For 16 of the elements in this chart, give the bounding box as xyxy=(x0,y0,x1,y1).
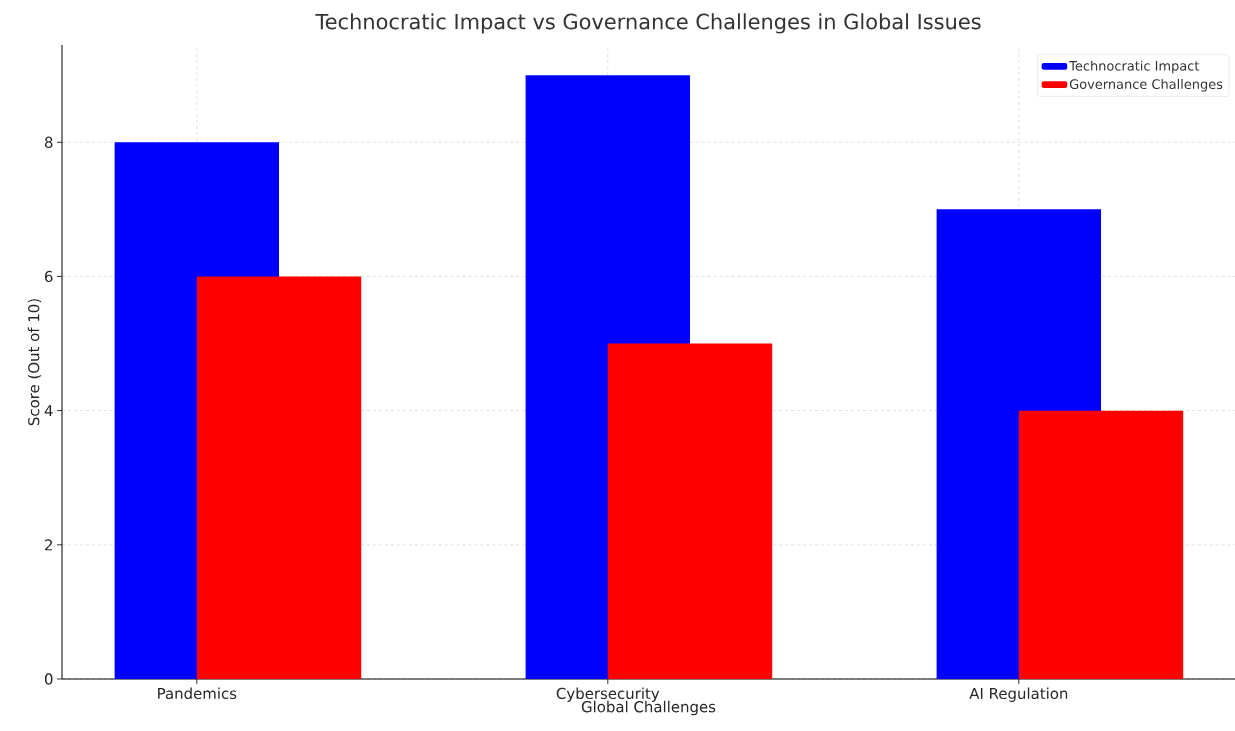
x-tick-label: Cybersecurity xyxy=(556,687,660,702)
y-tick-label: 0 xyxy=(44,673,53,685)
bar xyxy=(607,343,773,679)
legend-label: Technocratic Impact xyxy=(1069,60,1200,74)
bar xyxy=(196,276,362,679)
y-tick-label: 6 xyxy=(45,270,53,283)
y-tick-label: 8 xyxy=(44,136,53,148)
x-axis-title: Global Challenges xyxy=(581,700,716,716)
bar xyxy=(1018,410,1184,679)
x-tick-label: AI Regulation xyxy=(969,687,1068,702)
y-tick-label: 4 xyxy=(44,405,53,417)
y-axis-title: Score (Out of 10) xyxy=(27,299,42,426)
x-tick-label: Pandemics xyxy=(158,687,237,700)
y-tick-label: 2 xyxy=(45,539,52,551)
legend-label: Governance Challenges xyxy=(1069,79,1223,92)
chart-title: Technocratic Impact vs Governance Challenges in Global Issues xyxy=(315,13,981,34)
